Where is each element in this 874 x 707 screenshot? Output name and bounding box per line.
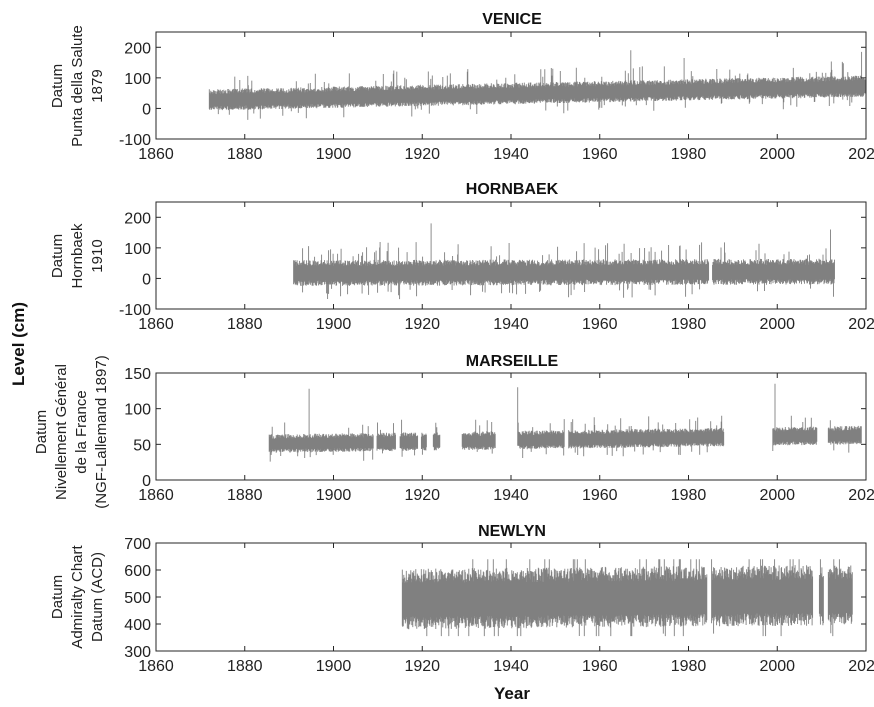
- panel-marseille: MARSEILLE Datum Nivellement Général de la F…: [33, 353, 874, 509]
- y-tick-label: 50: [133, 437, 151, 454]
- x-tick-label: 1900: [316, 487, 352, 504]
- y-tick-label: 200: [124, 210, 151, 227]
- x-tick-label: 1880: [227, 316, 263, 333]
- y-axis-label-line: Datum: [49, 64, 66, 108]
- panel-title: VENICE: [482, 11, 542, 28]
- y-tick-label: -100: [119, 302, 151, 319]
- series-line: [827, 420, 862, 453]
- x-tick-label: 1900: [316, 658, 352, 675]
- y-axis-label-line: Admiralty Chart: [69, 544, 86, 648]
- y-tick-label: 300: [124, 644, 151, 661]
- x-tick-label: 1940: [493, 658, 529, 675]
- x-tick-label: 1920: [404, 316, 440, 333]
- x-tick-label: 1980: [671, 658, 707, 675]
- x-tick-label: 1960: [582, 316, 618, 333]
- x-tick-label: 1940: [493, 146, 529, 163]
- y-tick-label: 100: [124, 241, 151, 258]
- panel-venice: VENICE Datum Punta della Salute 1879 1860 188…: [49, 11, 874, 163]
- panel-title: HORNBAEK: [466, 181, 559, 198]
- y-axis-label-line: Nivellement Général: [53, 364, 70, 500]
- panel-hornbaek: HORNBAEK Datum Hornbaek 1910 1860 1880 1900 192…: [49, 181, 874, 333]
- panel-title: NEWLYN: [478, 523, 546, 540]
- x-tick-label: 2000: [759, 146, 795, 163]
- x-tick-label: 1900: [316, 146, 352, 163]
- x-tick-label: 1980: [671, 487, 707, 504]
- y-tick-label: -100: [119, 132, 151, 149]
- x-tick-label: 1980: [671, 316, 707, 333]
- series-line: [208, 50, 867, 120]
- y-tick-label: 400: [124, 617, 151, 634]
- axes-box: [155, 372, 867, 481]
- y-tick-label: 100: [124, 402, 151, 419]
- x-tick-label: 1860: [138, 487, 174, 504]
- x-tick-label: 1960: [582, 146, 618, 163]
- y-axis-label-line: Datum: [33, 410, 50, 454]
- x-tick-label: 1960: [582, 487, 618, 504]
- y-tick-label: 0: [142, 271, 151, 288]
- series-line: [712, 229, 835, 297]
- series-line: [399, 419, 419, 457]
- x-tick-label: 1860: [138, 146, 174, 163]
- x-tick-label: 1860: [138, 316, 174, 333]
- y-axis-label-line: Datum: [49, 234, 66, 278]
- x-tick-label: 1880: [227, 487, 263, 504]
- series-line: [818, 559, 824, 626]
- y-axis-label-line: Hornbaek: [69, 223, 86, 289]
- series-line: [711, 559, 814, 637]
- y-tick-label: 600: [124, 563, 151, 580]
- series-line: [517, 387, 565, 458]
- series-line: [432, 422, 441, 451]
- y-tick-label: 500: [124, 590, 151, 607]
- common-x-axis-label: Year: [494, 684, 530, 703]
- x-tick-label: 1880: [227, 658, 263, 675]
- y-tick-label: 100: [124, 71, 151, 88]
- y-tick-label: 150: [124, 366, 151, 383]
- x-tick-label: 1940: [493, 487, 529, 504]
- series-line: [568, 415, 725, 457]
- series-line: [401, 559, 708, 637]
- x-tick-label: 2000: [759, 316, 795, 333]
- x-tick-label: 1920: [404, 658, 440, 675]
- x-tick-label: 2000: [759, 487, 795, 504]
- x-tick-label: 1900: [316, 316, 352, 333]
- y-axis-label-line: de la France: [73, 390, 90, 473]
- y-axis-label-line: Punta della Salute: [69, 25, 86, 147]
- y-axis-label-line: Datum (ACD): [89, 552, 106, 642]
- x-tick-label: 1980: [671, 146, 707, 163]
- y-tick-label: 700: [124, 536, 151, 553]
- panel-title: MARSEILLE: [466, 353, 559, 370]
- x-tick-label: 1880: [227, 146, 263, 163]
- x-tick-label: 1920: [404, 487, 440, 504]
- x-tick-label: 1920: [404, 146, 440, 163]
- y-tick-label: 0: [142, 473, 151, 490]
- y-tick-label: 200: [124, 40, 151, 57]
- series-line: [772, 383, 818, 451]
- series-line: [268, 388, 374, 462]
- y-axis-label-line: 1910: [89, 239, 106, 272]
- x-tick-label: 1940: [493, 316, 529, 333]
- series-line: [293, 223, 710, 300]
- y-axis-label-line: 1879: [89, 69, 106, 102]
- panel-newlyn: NEWLYN Datum Admiralty Chart Datum (ACD) 186…: [49, 523, 874, 675]
- x-tick-label: 1860: [138, 658, 174, 675]
- x-tick-label: 1960: [582, 658, 618, 675]
- series-line: [376, 422, 396, 454]
- series-line: [420, 432, 427, 455]
- series-line: [461, 419, 496, 454]
- y-axis-label-line: (NGF-Lallemand 1897): [93, 355, 110, 508]
- y-axis-label-line: Datum: [49, 575, 66, 619]
- series-line: [827, 559, 853, 637]
- common-y-axis-label: Level (cm): [9, 302, 28, 386]
- y-tick-label: 0: [142, 101, 151, 118]
- x-tick-label: 2000: [759, 658, 795, 675]
- axes-box: [155, 201, 867, 310]
